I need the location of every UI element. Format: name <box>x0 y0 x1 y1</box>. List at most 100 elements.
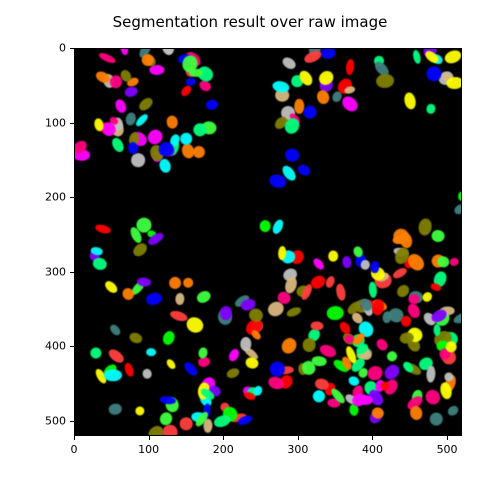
segmented-cell <box>281 55 298 71</box>
segmented-cell <box>382 362 402 382</box>
segmented-cell <box>385 349 399 363</box>
segmented-cell <box>176 292 185 304</box>
segmented-cell <box>182 360 199 378</box>
ytick <box>70 272 74 273</box>
ytick <box>70 48 74 49</box>
segmented-cell <box>192 145 206 159</box>
segmented-cell <box>110 136 126 154</box>
segmented-cell <box>271 219 285 237</box>
segmented-cell <box>375 73 394 89</box>
segmented-cell <box>95 223 113 235</box>
segmented-cell <box>326 305 345 321</box>
segmented-cell <box>127 331 143 345</box>
segmented-cell <box>133 404 146 417</box>
segmented-cell <box>320 48 336 59</box>
segmented-cell <box>144 291 163 306</box>
segmented-cell <box>453 202 462 217</box>
segmented-cell <box>408 405 424 422</box>
xtick-label: 200 <box>213 443 234 456</box>
segmented-cell <box>205 99 218 111</box>
segmented-cell <box>195 289 213 305</box>
segmented-cell <box>418 217 433 236</box>
segmented-cell <box>157 157 171 173</box>
segmented-cell <box>401 316 411 327</box>
segmented-cell <box>104 369 122 381</box>
ytick-label: 500 <box>45 415 66 428</box>
segmented-cell <box>431 229 446 243</box>
segmented-cell <box>227 347 241 363</box>
segmented-cell <box>426 365 436 383</box>
segmented-cell <box>178 84 192 99</box>
segmented-cell <box>108 323 122 337</box>
ytick <box>70 421 74 422</box>
segmented-cell <box>412 50 422 65</box>
segmented-cell <box>302 337 316 352</box>
segmented-cell <box>345 58 354 75</box>
ytick <box>70 197 74 198</box>
segmented-cell <box>163 424 178 436</box>
segmented-cell <box>374 337 389 353</box>
segmented-cell <box>182 277 194 289</box>
segmented-cell <box>124 86 139 99</box>
segmented-cell <box>119 48 130 56</box>
segmented-cell <box>162 330 177 347</box>
xtick <box>447 436 448 440</box>
segmented-cell <box>286 306 303 319</box>
segmented-cell <box>296 163 312 178</box>
segmented-cell <box>324 274 336 288</box>
segmented-cell <box>169 309 189 323</box>
segmented-cell <box>142 369 153 380</box>
segmented-cell <box>165 358 177 371</box>
segmented-cell <box>250 329 263 342</box>
xtick-label: 500 <box>437 443 458 456</box>
segmented-cell <box>146 348 157 357</box>
segmented-cell <box>360 260 370 271</box>
ytick-label: 300 <box>45 265 66 278</box>
segmented-cell <box>391 266 408 280</box>
xtick-label: 300 <box>287 443 308 456</box>
segmented-cell <box>168 275 184 291</box>
segmented-cell <box>443 49 462 67</box>
segmented-cell <box>260 220 272 233</box>
segmented-cell <box>134 112 149 127</box>
segmented-cell <box>131 242 149 260</box>
segmented-cell <box>294 99 304 113</box>
xtick <box>74 436 75 440</box>
xtick <box>372 436 373 440</box>
segmented-cell <box>137 96 155 113</box>
segmented-cell <box>102 279 118 295</box>
segmented-cell <box>420 290 433 303</box>
segmented-cell <box>212 413 231 428</box>
segmented-cell <box>220 305 232 319</box>
segmented-cell <box>106 347 126 365</box>
segmented-cell <box>344 85 357 95</box>
segmented-cell <box>180 417 193 430</box>
ytick <box>70 346 74 347</box>
segmented-cell <box>203 418 213 433</box>
segmented-cell <box>426 103 437 115</box>
segmented-cell <box>165 115 178 129</box>
segmented-cell <box>446 77 462 90</box>
segmented-cell <box>123 362 135 377</box>
xtick-label: 100 <box>138 443 159 456</box>
segmented-cell <box>114 98 129 115</box>
segmented-cell <box>433 324 440 336</box>
segmented-cell <box>453 311 462 326</box>
xtick <box>223 436 224 440</box>
segmented-cell <box>108 403 123 415</box>
ytick-label: 0 <box>59 42 66 55</box>
ytick-label: 100 <box>45 116 66 129</box>
chart-title: Segmentation result over raw image <box>0 13 500 31</box>
segmented-cell <box>225 366 241 380</box>
segmented-cell <box>328 251 338 262</box>
segmented-cell <box>339 93 361 114</box>
segmented-cell <box>342 255 352 268</box>
segmented-cell <box>335 283 347 301</box>
segmented-cell <box>448 257 459 267</box>
xtick <box>149 436 150 440</box>
segmented-cell <box>284 147 301 163</box>
xtick-label: 0 <box>71 443 78 456</box>
segmented-cell <box>445 341 457 353</box>
xtick-label: 400 <box>362 443 383 456</box>
segmented-cell <box>279 335 300 356</box>
